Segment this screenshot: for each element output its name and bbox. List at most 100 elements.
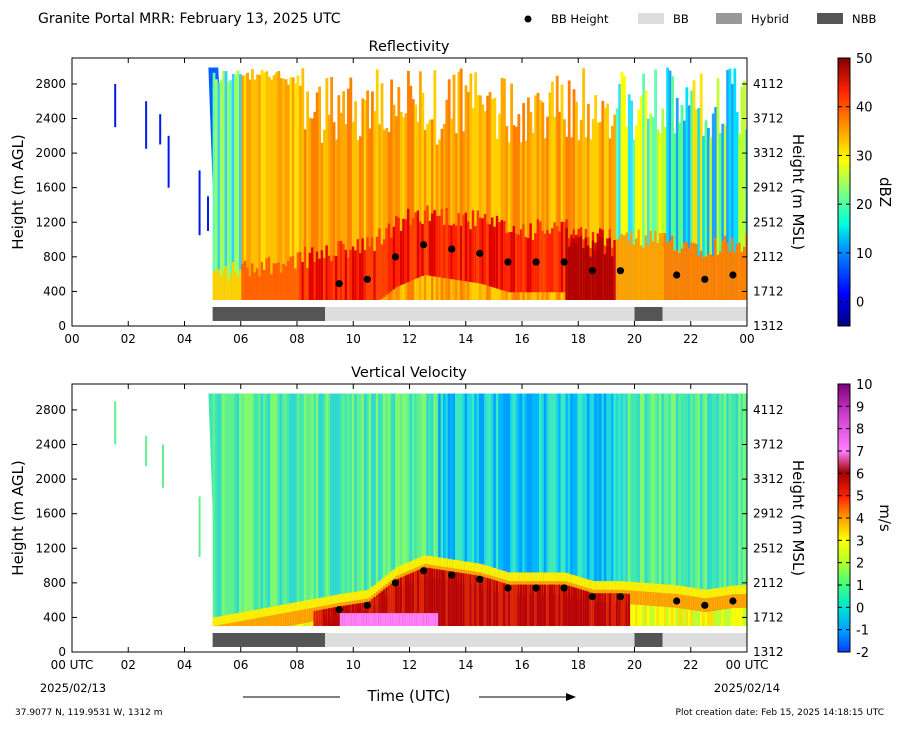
y-tick-label-msl: 2912 — [753, 507, 784, 521]
reflectivity-bb-type-bar — [213, 307, 747, 321]
x-tick-label: 18 — [571, 332, 586, 346]
colorbar-tick-label: 6 — [856, 467, 864, 482]
bb-type-segment-nbb — [635, 307, 663, 321]
y-tick-label-agl: 1600 — [35, 507, 66, 521]
bb-height-marker — [701, 276, 708, 283]
legend-label-hybrid: Hybrid — [751, 12, 789, 26]
bb-height-marker — [617, 267, 624, 274]
y-tick-label-msl: 2512 — [753, 215, 784, 229]
y-tick-label-msl: 3312 — [753, 472, 784, 486]
bb-height-marker — [392, 579, 399, 586]
colorbar-tick-label: 2 — [856, 557, 864, 572]
colorbar-tick-label: 8 — [856, 423, 864, 438]
bb-height-marker — [420, 567, 427, 574]
plot-creation-date: Plot creation date: Feb 15, 2025 14:18:1… — [676, 708, 884, 718]
bb-type-segment-bb — [325, 633, 634, 647]
bb-height-marker — [561, 258, 568, 265]
bb-height-marker — [589, 593, 596, 600]
x-tick-label: 16 — [514, 332, 529, 346]
colorbar-tick-label: 50 — [856, 52, 873, 67]
y-tick-label-agl: 1600 — [35, 181, 66, 195]
x-tick-label: 06 — [233, 332, 248, 346]
x-tick-label: 22 — [683, 658, 698, 672]
y-tick-label-msl: 3712 — [753, 112, 784, 126]
x-tick-label: 08 — [289, 658, 304, 672]
bb-height-marker — [504, 258, 511, 265]
x-tick-label: 00 UTC — [51, 658, 94, 672]
velocity-ylabel-left: Height (m AGL) — [9, 460, 27, 575]
colorbar-tick-label: 10 — [856, 378, 873, 393]
bb-height-marker — [504, 584, 511, 591]
colorbar-tick-label: 1 — [856, 579, 864, 594]
velocity-bb-type-bar — [213, 633, 747, 647]
figure-legend: BB Height BB Hybrid NBB — [525, 12, 877, 26]
x-tick-label: 00 — [64, 332, 79, 346]
y-tick-label-agl: 2000 — [35, 472, 66, 486]
y-tick-label-agl: 2800 — [35, 77, 66, 91]
bb-type-segment-nbb — [635, 633, 663, 647]
bb-height-marker — [673, 597, 680, 604]
figure-title: Granite Portal MRR: February 13, 2025 UT… — [38, 11, 341, 27]
x-tick-label: 00 — [739, 332, 754, 346]
legend-swatch-hybrid — [716, 13, 742, 24]
y-tick-label-msl: 2112 — [753, 576, 784, 590]
x-tick-label: 14 — [458, 332, 473, 346]
x-tick-label: 04 — [177, 658, 192, 672]
bb-height-marker — [589, 267, 596, 274]
bb-height-marker — [392, 253, 399, 260]
reflectivity-title: Reflectivity — [369, 39, 450, 55]
bb-height-marker — [476, 576, 483, 583]
colorbar-tick-label: 3 — [856, 534, 864, 549]
y-tick-label-agl: 2400 — [35, 112, 66, 126]
y-tick-label-msl: 4112 — [753, 403, 784, 417]
x-tick-label: 14 — [458, 658, 473, 672]
colorbar-tick-label: 20 — [856, 198, 873, 213]
bb-type-segment-nbb — [213, 307, 326, 321]
bb-height-marker — [532, 584, 539, 591]
y-tick-label-agl: 0 — [58, 645, 66, 659]
bb-height-marker — [532, 258, 539, 265]
y-tick-label-msl: 3712 — [753, 438, 784, 452]
y-tick-label-msl: 1312 — [753, 319, 784, 333]
x-tick-label: 18 — [571, 658, 586, 672]
bb-height-marker — [617, 593, 624, 600]
time-arrow-head — [566, 693, 576, 701]
bb-height-marker — [701, 602, 708, 609]
bb-height-marker — [336, 606, 343, 613]
y-tick-label-msl: 1712 — [753, 284, 784, 298]
y-tick-label-agl: 2400 — [35, 438, 66, 452]
legend-label-bb: BB — [673, 12, 689, 26]
x-tick-label: 04 — [177, 332, 192, 346]
x-tick-label: 08 — [289, 332, 304, 346]
bb-type-segment-bb — [663, 307, 747, 321]
y-tick-label-msl: 4112 — [753, 77, 784, 91]
bb-type-segment-bb — [325, 307, 634, 321]
colorbar-tick-label: 0 — [856, 601, 864, 616]
x-tick-label: 02 — [121, 658, 136, 672]
reflectivity-ylabel-left: Height (m AGL) — [9, 134, 27, 249]
reflectivity-colorbar-label: dBZ — [876, 177, 894, 207]
x-tick-label: 20 — [627, 332, 642, 346]
legend-dot-bb-height — [525, 16, 532, 23]
bb-height-marker — [729, 597, 736, 604]
x-tick-label: 10 — [346, 332, 361, 346]
y-tick-label-agl: 1200 — [35, 541, 66, 555]
y-tick-label-agl: 1200 — [35, 215, 66, 229]
colorbar-tick-label: 30 — [856, 149, 873, 164]
y-tick-label-agl: 0 — [58, 319, 66, 333]
colorbar-tick-label: 5 — [856, 490, 864, 505]
x-tick-label: 22 — [683, 332, 698, 346]
velocity-field — [72, 394, 748, 652]
bb-type-segment-nbb — [213, 633, 326, 647]
bb-height-marker — [476, 250, 483, 257]
colorbar-tick-label: -1 — [856, 624, 869, 639]
bb-height-marker — [364, 602, 371, 609]
reflectivity-ylabel-right: Height (m MSL) — [789, 134, 807, 250]
y-tick-label-agl: 2000 — [35, 146, 66, 160]
legend-label-nbb: NBB — [852, 12, 876, 26]
reflectivity-colorbar — [838, 58, 850, 326]
bb-height-marker — [673, 271, 680, 278]
